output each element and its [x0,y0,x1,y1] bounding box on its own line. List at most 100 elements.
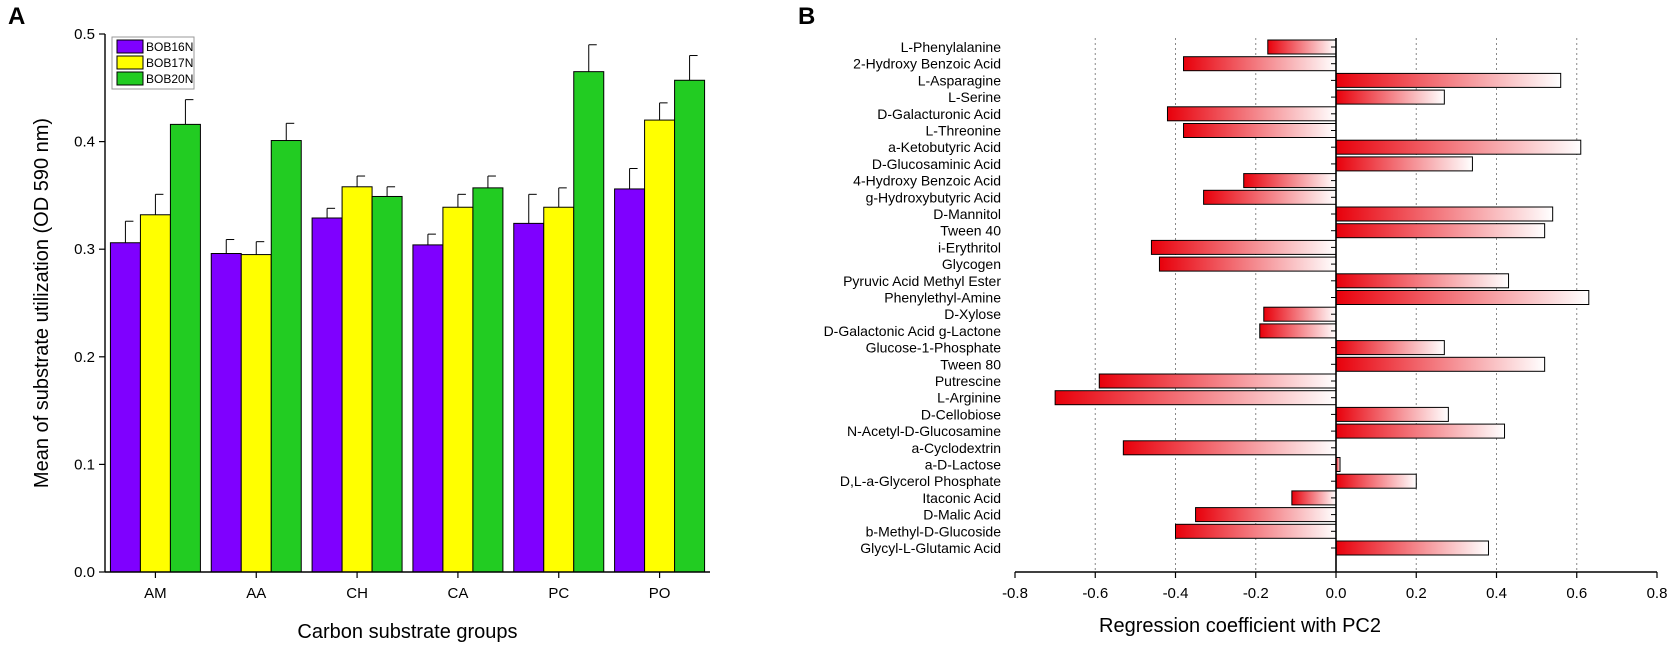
x-tick-label: 0.8 [1647,585,1668,602]
bar-BOB20N-AM [169,123,201,573]
x-tick-label: -0.4 [1163,585,1189,602]
bar-4-Hydroxy Benzoic Acid [1243,173,1337,189]
category-label: b-Methyl-D-Glucoside [866,523,1002,539]
category-label: i-Erythritol [938,239,1001,255]
bar-BOB17N-CA [442,206,474,573]
x-tick-label: CH [346,585,368,602]
bar-BOB20N-AA [270,140,302,573]
bar-a-Ketobutyric Acid [1335,139,1582,155]
x-tick-label: CA [447,585,468,602]
category-label: a-D-Lactose [925,457,1001,473]
category-label: Tween 80 [940,356,1001,372]
legend: BOB16N BOB17N BOB20N [111,36,195,90]
bar-D-Cellobiose [1335,406,1449,422]
x-tick-label: 0.6 [1566,585,1587,602]
bar-D,L-a-Glycerol Phosphate [1335,473,1417,489]
x-tick-label: 0.2 [1406,585,1427,602]
category-label: D-Cellobiose [921,406,1001,422]
bar-N-Acetyl-D-Glucosamine [1335,423,1506,439]
category-label: Itaconic Acid [922,490,1001,506]
x-tick-label: AM [144,585,167,602]
bar-Tween 80 [1335,356,1546,372]
y-tick-label: 0.0 [74,564,95,581]
bar-L-Serine [1335,89,1445,105]
category-label: Glycogen [942,256,1001,272]
bar-BOB20N-PC [573,71,605,573]
y-tick-label: 0.2 [74,349,95,366]
category-label: D-Glucosaminic Acid [872,156,1001,172]
bar-BOB17N-PO [644,119,676,573]
bar-L-Asparagine [1335,72,1562,88]
panel-label-b: B [798,3,815,30]
category-label: Glucose-1-Phosphate [866,340,1002,356]
bar-BOB16N-PC [513,222,545,573]
category-label: 4-Hydroxy Benzoic Acid [853,173,1001,189]
category-label: L-Serine [948,89,1001,105]
x-tick-label: 0.0 [1326,585,1347,602]
category-label: D,L-a-Glycerol Phosphate [840,473,1001,489]
bar-g-Hydroxybutyric Acid [1203,189,1337,205]
category-label: L-Arginine [937,390,1001,406]
category-label: Tween 40 [940,223,1001,239]
bar-D-Malic Acid [1195,507,1337,523]
bar-BOB17N-CH [341,186,373,573]
y-tick-label: 0.3 [74,241,95,258]
bar-BOB16N-AM [109,242,141,573]
y-axis-title: Mean of substrate utilization (OD 590 nm… [31,118,53,488]
bar-Pyruvic Acid Methyl Ester [1335,273,1510,289]
bar-Itaconic Acid [1291,490,1337,506]
bar-BOB20N-CH [371,195,403,573]
bar-D-Xylose [1263,306,1337,322]
bar-Glucose-1-Phosphate [1335,340,1445,356]
bar-BOB17N-PC [543,206,575,573]
legend-label-BOB16N: BOB16N [146,40,193,54]
category-label: g-Hydroxybutyric Acid [866,189,1001,205]
x-tick-label: PO [649,585,671,602]
category-label: L-Phenylalanine [901,39,1002,55]
x-tick-label: PC [548,585,569,602]
bar-BOB20N-CA [472,187,504,573]
bar-2-Hydroxy Benzoic Acid [1183,56,1337,72]
bar-Phenylethyl-Amine [1335,290,1590,305]
bar-L-Arginine [1054,390,1337,406]
bar-D-Galacturonic Acid [1166,106,1337,122]
bar-D-Mannitol [1335,206,1554,222]
category-label: a-Ketobutyric Acid [888,139,1001,155]
bar-BOB16N-AA [210,253,242,573]
x-tick-label: -0.2 [1243,585,1269,602]
category-label: Glycyl-L-Glutamic Acid [860,540,1001,556]
bar-chart-panel-a: AM AA CH CA PC PO 0.0 0.1 0.2 0.3 0.4 0.5 Carbon sub… [31,26,710,643]
bar-Tween 40 [1335,223,1546,239]
legend-swatch-BOB20N [116,71,144,86]
bar-L-Threonine [1183,123,1337,138]
bar-a-Cyclodextrin [1122,440,1337,456]
category-label: D-Mannitol [933,206,1001,222]
category-label: D-Malic Acid [923,507,1001,523]
bar-BOB17N-AM [139,214,171,573]
x-tick-label: 0.4 [1486,585,1507,602]
bar-D-Glucosaminic Acid [1335,156,1473,172]
bar-BOB17N-AA [240,254,272,573]
bar-L-Phenylalanine [1267,39,1337,55]
bar-b-Methyl-D-Glucoside [1175,523,1337,539]
legend-swatch-BOB16N [116,39,144,54]
panel-label-a: A [8,3,25,30]
bar-BOB16N-CH [311,217,343,573]
x-tick-label: AA [246,585,266,602]
bar-Glycogen [1158,256,1337,272]
legend-label-BOB20N: BOB20N [146,72,193,86]
category-label: 2-Hydroxy Benzoic Acid [853,56,1001,72]
category-label: a-Cyclodextrin [912,440,1001,456]
bar-D-Galactonic Acid g-Lactone [1259,323,1337,339]
y-tick-label: 0.5 [74,26,95,43]
x-axis-title: Carbon substrate groups [297,621,517,643]
y-tick-label: 0.1 [74,456,95,473]
bar-Glycyl-L-Glutamic Acid [1335,540,1489,556]
bar-BOB16N-CA [412,244,444,573]
y-tick-label: 0.4 [74,134,95,151]
category-label: D-Galactonic Acid g-Lactone [824,323,1002,339]
bar-BOB16N-PO [614,188,646,573]
category-label: L-Threonine [926,123,1002,139]
